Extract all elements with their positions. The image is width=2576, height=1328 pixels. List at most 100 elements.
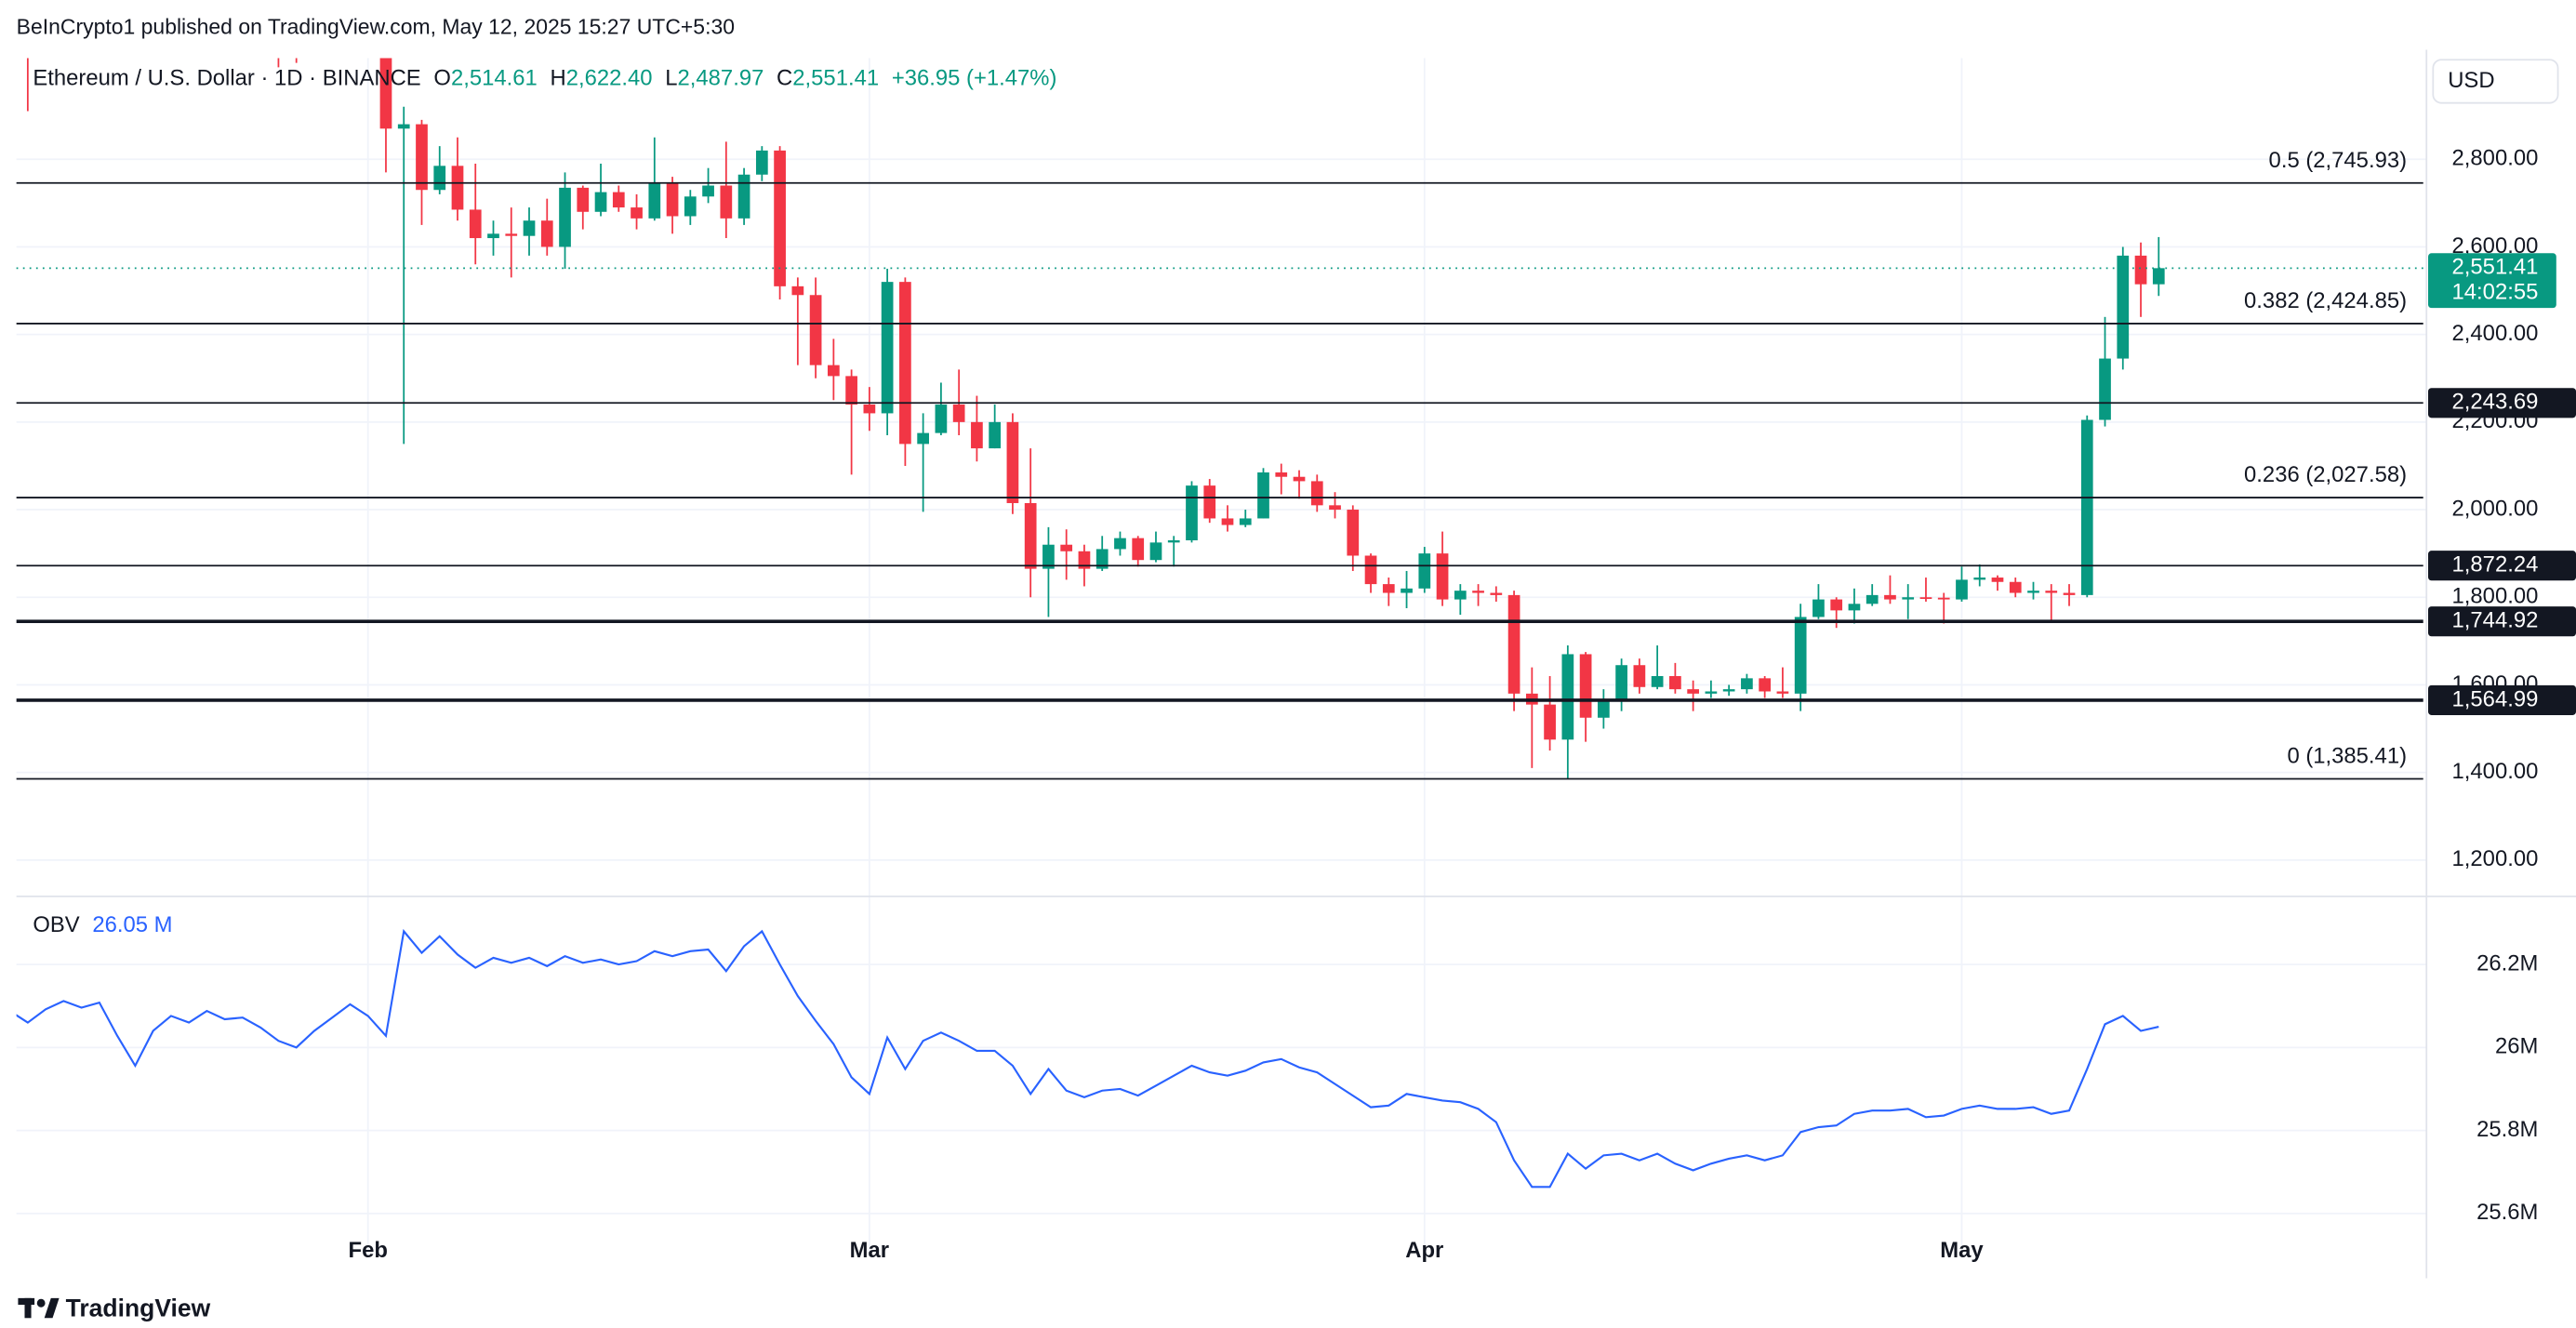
candle-body	[1257, 472, 1269, 519]
candle-body	[774, 150, 786, 286]
candle-body	[577, 187, 590, 212]
level-label: 0.236 (2,027.58)	[2244, 462, 2407, 487]
candle-body	[1078, 551, 1091, 569]
level-tag	[2428, 551, 2576, 581]
candle-body	[1651, 676, 1664, 687]
candle-body	[1490, 592, 1503, 595]
currency-button[interactable]	[2432, 59, 2559, 104]
candle-body	[1114, 538, 1126, 550]
symbol: Ethereum / U.S. Dollar · 1D · BINANCE	[33, 66, 420, 91]
candle-body	[433, 166, 446, 191]
last-price-tag	[2428, 253, 2556, 309]
level-tag	[2428, 684, 2576, 715]
candle-body	[1347, 510, 1360, 556]
candle-body	[487, 233, 499, 239]
candle-body	[971, 421, 983, 449]
candle-body	[1794, 617, 1807, 694]
y-tick-label: 2,400.00	[2452, 321, 2539, 346]
candle-body	[1436, 553, 1449, 600]
y-tick-label: 25.6M	[2476, 1200, 2538, 1225]
candle-body	[1544, 704, 1556, 740]
candle-body	[1937, 597, 1950, 600]
candle-body	[1884, 594, 1896, 600]
candle-body	[1848, 604, 1861, 611]
candle-body	[1329, 505, 1341, 511]
candle-body	[1149, 542, 1162, 561]
candle-body	[1956, 579, 1968, 600]
candle-body	[1310, 481, 1323, 506]
level-tag-label: 1,872.24	[2452, 551, 2539, 577]
candle-body	[1705, 691, 1718, 694]
candle-body	[1132, 538, 1145, 561]
candle-body	[612, 192, 625, 208]
candle-body	[1561, 654, 1574, 740]
candle-body	[1060, 544, 1073, 551]
candle-body	[1579, 654, 1592, 718]
candle-body	[540, 220, 553, 247]
y-tick-label: 1,800.00	[2452, 583, 2539, 608]
candle-body	[1203, 485, 1216, 519]
candle-body	[2045, 591, 2058, 593]
candle-body	[416, 124, 428, 191]
candle-body	[2080, 419, 2093, 595]
candle-body	[1741, 678, 1753, 690]
candle-body	[1633, 665, 1646, 687]
price-pane	[26, 58, 2165, 779]
candle-body	[1830, 599, 1843, 611]
level-tag	[2428, 606, 2576, 637]
candle-body	[505, 233, 518, 236]
grid-layer	[16, 58, 2427, 1257]
currency[interactable]: USD	[2448, 68, 2494, 93]
candle-body	[1472, 591, 1484, 593]
candle-body	[1669, 676, 1681, 690]
candle-body	[702, 185, 714, 197]
candle-body	[1991, 578, 2004, 582]
candle-body	[1006, 421, 1019, 503]
candle-body	[1024, 502, 1037, 569]
ohlc-value: 2,551.41	[792, 66, 879, 91]
candle-body	[684, 196, 697, 217]
candle-body	[935, 405, 948, 433]
logo-part	[36, 1298, 46, 1308]
candle-body	[791, 286, 804, 296]
level-label: 0.5 (2,745.93)	[2269, 148, 2407, 173]
ohlc-value: 2,487.97	[678, 66, 764, 91]
y-tick-label: 1,400.00	[2452, 759, 2539, 784]
candle-body	[631, 207, 643, 219]
candle-body	[1776, 691, 1789, 694]
candle-body	[523, 220, 536, 236]
candle-body	[451, 166, 464, 210]
logo-part	[44, 1297, 60, 1319]
candle-body	[559, 187, 571, 247]
ohlc-key: L	[665, 66, 677, 91]
level-tag-label: 1,564.99	[2452, 686, 2539, 711]
y-tick-label: 1,200.00	[2452, 846, 2539, 871]
indicator-name: OBV	[33, 912, 79, 937]
candle-body	[881, 282, 894, 414]
published-note: BeInCrypto1 published on TradingView.com…	[17, 14, 735, 38]
candle-body	[1239, 518, 1252, 525]
candle-body	[1186, 485, 1198, 541]
brand: TradingView	[66, 1294, 211, 1321]
candle-body	[899, 282, 911, 445]
candle-body	[1382, 584, 1395, 593]
candle-body	[1167, 540, 1180, 543]
candle-body	[1364, 555, 1377, 585]
candle-body	[1293, 476, 1306, 482]
last-price-label: 2,551.41	[2452, 255, 2539, 280]
candle-body	[2152, 268, 2165, 285]
candle-body	[863, 405, 876, 414]
candle-body	[1418, 553, 1431, 589]
level-tag	[2428, 388, 2576, 418]
candle-body	[989, 421, 1002, 449]
candle-body	[1401, 588, 1413, 593]
ohlc-key: H	[551, 66, 566, 91]
candle-body	[720, 185, 733, 219]
ohlc-key: O	[433, 66, 451, 91]
candle-body	[2117, 255, 2130, 359]
level-tag-label: 1,744.92	[2452, 607, 2539, 632]
logo-part	[24, 1297, 32, 1319]
candle-body	[1812, 599, 1825, 618]
